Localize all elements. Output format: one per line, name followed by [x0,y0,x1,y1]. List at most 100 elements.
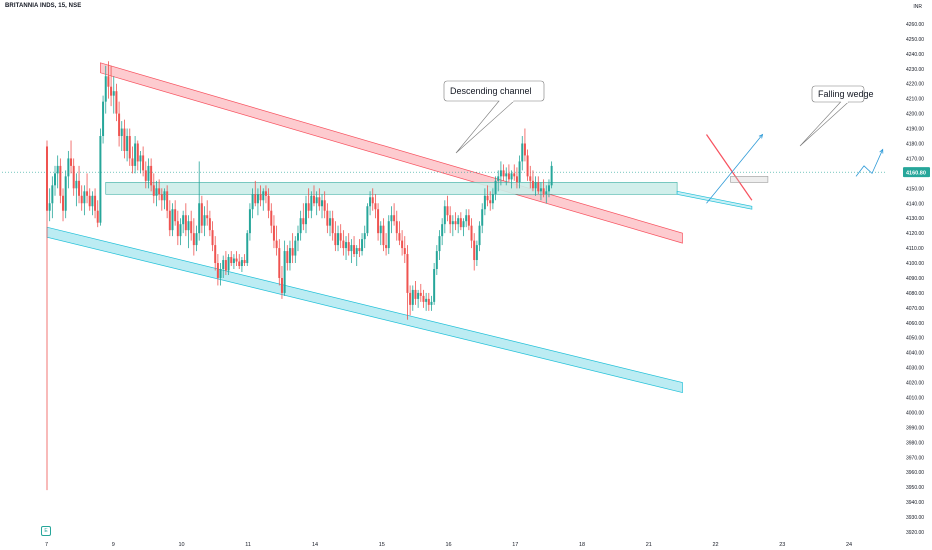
candle-body [339,233,342,241]
candle-body [64,176,67,211]
candle-body [385,245,388,249]
candle-body [414,289,417,299]
candle-body [478,225,481,246]
candle-body [539,188,542,192]
earnings-icon[interactable]: E [41,526,51,536]
candle-body [176,221,179,237]
candle-body [371,197,374,204]
candle-body [288,248,291,264]
candle-body [232,258,235,264]
candle-body [318,197,321,207]
candle-body [168,210,171,231]
candle-body [507,173,510,180]
candle-body [190,221,193,234]
candle-body [510,173,513,180]
time-tick-label: 24 [846,542,852,548]
candle-body [91,195,94,207]
candle-body [184,215,187,231]
time-tick-label: 10 [179,542,185,548]
price-axis[interactable]: 3920.00 3930.00 3940.00 3950.00 3960.00 3970.… [903,22,930,536]
candle-body [534,182,537,189]
descending-channel-lower-band [46,226,683,394]
price-tick-label: 4020.00 [906,381,924,387]
candle-body [310,195,313,211]
candle-body [80,195,83,204]
time-tick-label: 18 [579,542,585,548]
candle-body [347,242,350,252]
descending-channel-note-seam [499,100,514,102]
candle-body [120,128,123,137]
candle-body [211,230,214,246]
price-tick-label: 4080.00 [906,291,924,297]
last-price-label: 4160.80 [906,171,926,177]
candle-body [331,218,334,234]
candle-body [235,258,238,262]
symbol-title[interactable]: BRITANNIA INDS, 15, NSE [5,3,82,9]
time-tick-label: 16 [446,542,452,548]
candle-body [369,197,372,207]
candle-body [329,218,332,226]
candle-body [182,215,185,225]
price-tick-label: 4210.00 [906,97,924,103]
candle-body [283,251,286,293]
price-tick-label: 3980.00 [906,440,924,446]
candle-body [200,203,203,226]
candle-body [422,295,425,302]
candle-body [198,203,201,234]
candle-body [521,143,524,162]
candle-body [67,158,70,177]
descending-channel-note: Descending channel [443,80,545,154]
candle-body [387,221,390,249]
candle-body [441,224,444,237]
candle-body [489,200,492,204]
candles-layer [46,61,553,491]
time-axis[interactable]: 7 9 10 11 14 15 16 17 18 21 22 23 24 [45,542,852,548]
candle-body [323,200,326,211]
candle-body [147,165,150,181]
candle-body [401,240,404,249]
candle-body [136,143,139,162]
candle-body [473,240,476,261]
candle-body [224,260,227,271]
time-tick-label: 9 [112,542,115,548]
price-tick-label: 4190.00 [906,127,924,133]
candle-body [158,188,161,195]
price-tick-label: 4240.00 [906,52,924,58]
candle-body [219,269,222,278]
price-tick-label: 3930.00 [906,515,924,521]
candle-body [550,165,553,186]
price-tick-label: 4050.00 [906,336,924,342]
falling-wedge-note-text: Falling wedge [818,89,874,99]
candle-body [251,194,254,210]
price-tick-label: 4150.00 [906,186,924,192]
candle-body [166,191,169,211]
candle-body [222,260,225,270]
candle-body [393,215,396,222]
candle-body [398,233,401,241]
time-tick-label: 15 [379,542,385,548]
candle-body [131,158,134,166]
candle-body [240,260,243,267]
candle-body [321,200,324,207]
price-tick-label: 3990.00 [906,425,924,431]
candle-body [454,221,457,225]
candle-body [467,215,470,226]
candle-body [294,240,297,256]
candle-body [457,218,460,225]
candle-body [451,221,454,225]
candle-body [203,215,206,226]
candle-body [502,170,505,177]
candle-body [155,188,158,196]
candle-body [254,194,257,204]
candle-body [355,248,358,255]
candle-body [152,185,155,196]
candle-body [163,191,166,201]
candle-body [547,185,550,192]
wedge-lower-band [676,190,753,210]
price-tick-label: 4220.00 [906,82,924,88]
candle-body [382,225,385,246]
candle-body [246,233,249,264]
falling-wedge-note-seam [841,101,848,103]
candle-body [267,195,270,211]
